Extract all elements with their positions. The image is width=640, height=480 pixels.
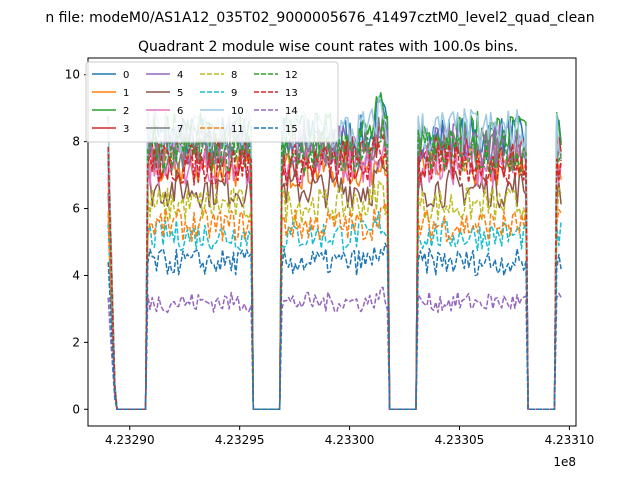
legend-label-11: 11 <box>231 124 244 135</box>
legend-label-14: 14 <box>285 106 298 117</box>
chart-title: Quadrant 2 module wise count rates with … <box>138 39 518 55</box>
legend-label-3: 3 <box>123 124 129 135</box>
y-tick-label: 8 <box>72 135 80 149</box>
legend-label-7: 7 <box>177 124 183 135</box>
y-axis: 0 2 4 6 8 10 <box>65 68 88 416</box>
series-line-15 <box>107 242 562 411</box>
y-tick-label: 2 <box>72 335 80 349</box>
legend-label-5: 5 <box>177 88 183 99</box>
series-line-9 <box>107 210 562 411</box>
legend-box <box>85 61 339 143</box>
series-line-13 <box>107 136 562 411</box>
legend-label-8: 8 <box>231 70 237 81</box>
legend-label-15: 15 <box>285 124 298 135</box>
legend-label-6: 6 <box>177 106 183 117</box>
legend-label-13: 13 <box>285 88 298 99</box>
y-tick-label: 0 <box>72 402 80 416</box>
x-tick-label: 4.23305 <box>435 433 485 447</box>
x-offset-label: 1e8 <box>553 455 576 469</box>
legend-label-9: 9 <box>231 88 237 99</box>
series-line-11 <box>107 202 562 411</box>
legend-label-10: 10 <box>231 106 244 117</box>
y-tick-label: 4 <box>72 268 80 282</box>
x-tick-label: 4.23290 <box>105 433 155 447</box>
series-line-12 <box>107 118 562 411</box>
y-tick-label: 10 <box>65 68 80 82</box>
legend-label-0: 0 <box>123 70 129 81</box>
y-tick-label: 6 <box>72 202 80 216</box>
series-line-8 <box>107 180 562 411</box>
x-tick-label: 4.23300 <box>325 433 375 447</box>
legend-label-1: 1 <box>123 88 129 99</box>
plot-frame <box>87 57 577 427</box>
legend-label-12: 12 <box>285 70 298 81</box>
figure-suptitle: n file: modeM0/AS1A12_035T02_9000005676_… <box>45 10 594 26</box>
x-axis: 4.23290 4.23295 4.23300 4.23305 4.23310 <box>105 426 594 447</box>
legend-label-4: 4 <box>177 70 183 81</box>
x-tick-label: 4.23310 <box>545 433 595 447</box>
legend-label-2: 2 <box>123 106 129 117</box>
series-line-14 <box>107 286 562 411</box>
x-tick-label: 4.23295 <box>215 433 265 447</box>
